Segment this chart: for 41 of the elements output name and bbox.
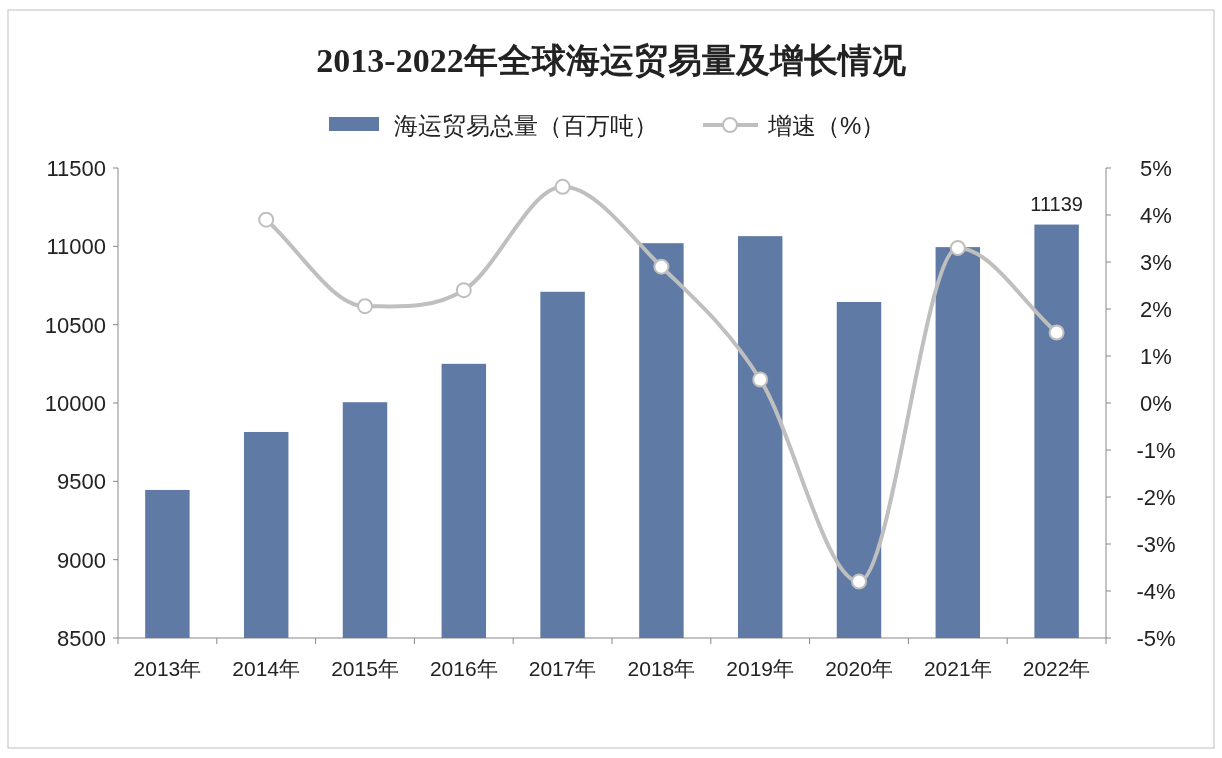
y-tick-label: 10000 <box>44 391 106 416</box>
y-tick-label: 9000 <box>57 547 106 573</box>
legend-label: 海运贸易总量（百万吨） <box>394 112 658 139</box>
y-tick-label: 8500 <box>57 626 106 651</box>
x-tick-label: 2016年 <box>429 657 498 680</box>
y2-tick-label: 3% <box>1140 250 1172 275</box>
y2-tick-label: 2% <box>1140 297 1172 322</box>
legend-label: 增速（%） <box>767 112 886 139</box>
y2-tick-label: -1% <box>1136 438 1176 463</box>
data-label: 11139 <box>1030 192 1083 215</box>
x-tick-label: 2020年 <box>825 657 893 680</box>
point <box>258 211 275 228</box>
x-tick-label: 2017年 <box>528 657 597 680</box>
x-tick-label: 2019年 <box>726 657 795 680</box>
point <box>455 282 472 299</box>
point <box>554 178 571 195</box>
x-tick-label: 2015年 <box>331 657 399 680</box>
x-tick-label: 2018年 <box>627 657 696 680</box>
y2-tick-label: 5% <box>1140 156 1172 181</box>
y-tick-label: 11500 <box>46 156 106 181</box>
y2-tick-label: -2% <box>1136 485 1176 510</box>
point <box>752 371 769 388</box>
y-tick-label: 9500 <box>57 469 106 495</box>
y2-tick-label: -3% <box>1136 532 1176 557</box>
y2-tick-label: -5% <box>1136 626 1176 651</box>
x-tick-label: 2021年 <box>923 657 992 680</box>
point <box>851 573 867 590</box>
x-tick-label: 2013年 <box>133 657 202 680</box>
point <box>357 298 373 315</box>
chart-title: 2013-2022年全球海运贸易量及增长情况 <box>316 42 907 79</box>
y-tick-label: 11000 <box>46 234 106 260</box>
y2-tick-label: 1% <box>1140 344 1172 369</box>
y2-tick-label: 4% <box>1140 203 1172 228</box>
x-tick-label: 2022年 <box>1022 657 1091 680</box>
point <box>1048 324 1065 341</box>
point <box>653 258 670 275</box>
y-tick-label: 10500 <box>44 312 106 338</box>
y2-tick-label: 0% <box>1140 391 1172 416</box>
x-tick-label: 2014年 <box>232 657 301 680</box>
y2-tick-label: -4% <box>1136 579 1176 604</box>
point <box>949 239 966 256</box>
